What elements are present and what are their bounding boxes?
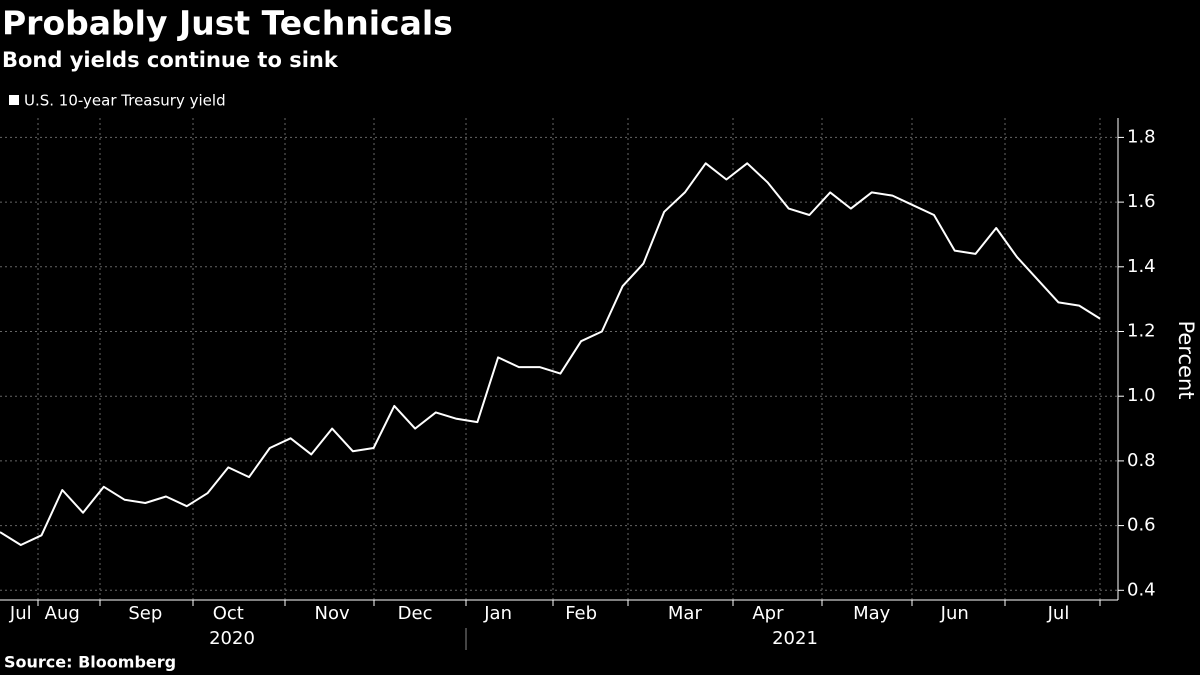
x-tick-label: Jul <box>9 603 32 624</box>
y-tick-label: 0.8 <box>1127 450 1156 471</box>
chart-title: Probably Just Technicals <box>2 4 453 43</box>
y-tick-label: 1.8 <box>1127 126 1156 147</box>
chart-subtitle: Bond yields continue to sink <box>2 48 339 72</box>
x-tick-label: Oct <box>213 603 244 624</box>
y-tick-label: 0.4 <box>1127 579 1156 600</box>
x-tick-label: Aug <box>45 603 80 624</box>
y-tick-label: 1.0 <box>1127 385 1156 406</box>
x-tick-label: Mar <box>668 603 703 624</box>
x-tick-label: Apr <box>752 603 784 624</box>
x-tick-label: Sep <box>128 603 162 624</box>
y-tick-label: 1.4 <box>1127 256 1156 277</box>
y-tick-label: 1.6 <box>1127 191 1156 212</box>
x-tick-label: Dec <box>398 603 433 624</box>
line-series <box>0 162 1101 546</box>
y-axis-label: Percent <box>1174 320 1198 399</box>
x-tick-label: May <box>853 603 891 624</box>
x-tick-label: Feb <box>565 603 597 624</box>
y-tick-label: 0.6 <box>1127 515 1156 536</box>
legend-label: U.S. 10-year Treasury yield <box>24 92 226 110</box>
year-label: 2021 <box>772 628 818 649</box>
source: Source: Bloomberg <box>4 653 176 672</box>
x-tick-label: Jan <box>483 603 512 624</box>
year-label: 2020 <box>209 628 255 649</box>
y-tick-label: 1.2 <box>1127 321 1156 342</box>
legend-swatch <box>9 95 19 105</box>
x-tick-label: Jul <box>1047 603 1070 624</box>
x-tick-label: Nov <box>315 603 350 624</box>
x-tick-label: Jun <box>940 603 969 624</box>
